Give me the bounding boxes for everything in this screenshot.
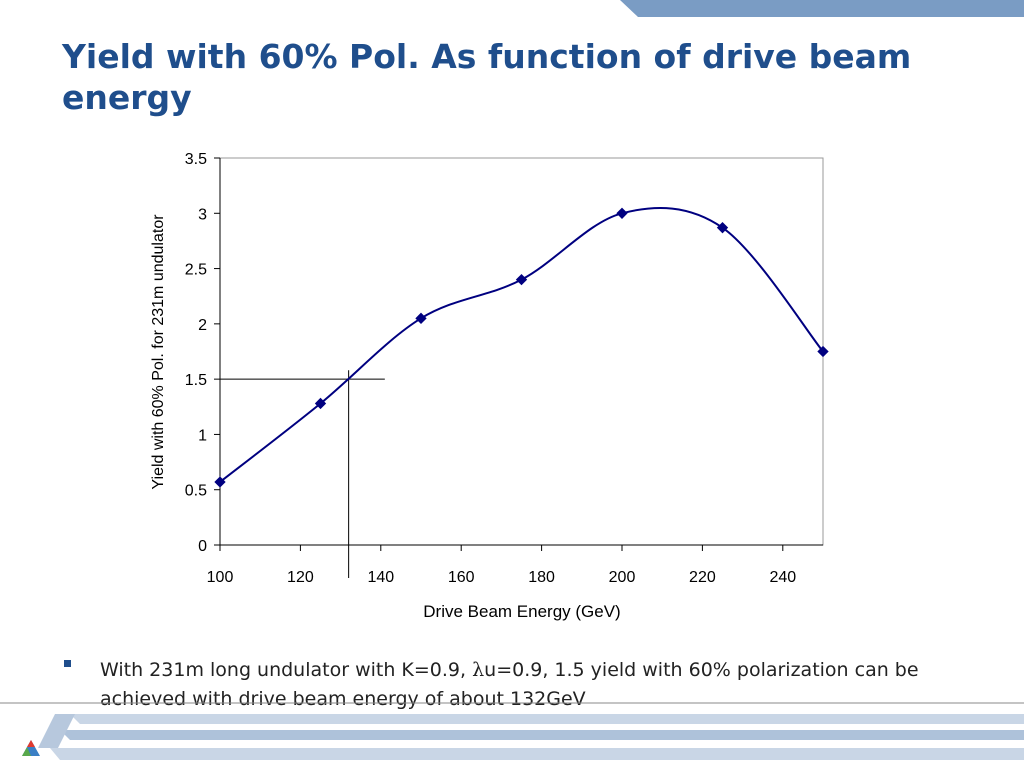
plot-area — [219, 157, 824, 546]
y-tick-label: 2.5 — [185, 262, 207, 279]
y-tick-label: 1 — [198, 427, 207, 444]
bullet-text: With 231m long undulator with K=0.9, λu=… — [100, 656, 980, 714]
data-point — [515, 273, 528, 286]
y-tick-label: 1.5 — [185, 372, 207, 389]
y-axis-label: Yield with 60% Pol. for 231m undulator — [150, 214, 167, 490]
lambda-symbol: λ — [472, 659, 485, 681]
data-point — [616, 207, 628, 219]
x-tick-label: 100 — [207, 569, 234, 586]
y-tick-label: 0 — [198, 538, 207, 555]
reference-lines — [220, 370, 385, 578]
slide-title: Yield with 60% Pol. As function of drive… — [62, 37, 912, 117]
x-tick-label: 120 — [287, 569, 314, 586]
footer-decoration — [0, 702, 1024, 760]
x-tick-labels: 100 120 140 160 180 200 220 240 — [207, 545, 796, 586]
data-point — [415, 312, 427, 324]
x-tick-label: 200 — [609, 569, 636, 586]
data-point — [314, 397, 327, 410]
x-tick-label: 240 — [769, 569, 796, 586]
y-tick-label: 3 — [198, 206, 207, 223]
header-decoration — [620, 0, 1024, 17]
y-tick-label: 0.5 — [185, 483, 207, 500]
bullet-square-icon — [64, 660, 71, 667]
x-tick-label: 140 — [367, 569, 394, 586]
x-tick-label: 160 — [448, 569, 475, 586]
bullet-text-prefix: With 231m long undulator with K=0.9, — [100, 659, 473, 681]
bullet-text-suffix: u=0.9, 1.5 yield with 60% polarization c… — [100, 659, 919, 710]
yield-chart: 100 120 140 160 180 200 220 240 0 0.5 1 1.5 2 2.5 3 3.… — [150, 151, 829, 621]
y-tick-label: 2 — [198, 317, 207, 334]
data-point — [214, 476, 226, 488]
y-tick-labels: 0 0.5 1 1.5 2 2.5 3 3.5 — [185, 151, 220, 555]
y-tick-label: 3.5 — [185, 151, 207, 168]
x-axis-label: Drive Beam Energy (GeV) — [423, 602, 620, 621]
x-tick-label: 180 — [528, 569, 555, 586]
logo-icon — [22, 740, 40, 756]
data-point — [817, 345, 829, 358]
data-point — [716, 222, 729, 234]
series-group — [214, 206, 829, 488]
x-tick-label: 220 — [689, 569, 716, 586]
